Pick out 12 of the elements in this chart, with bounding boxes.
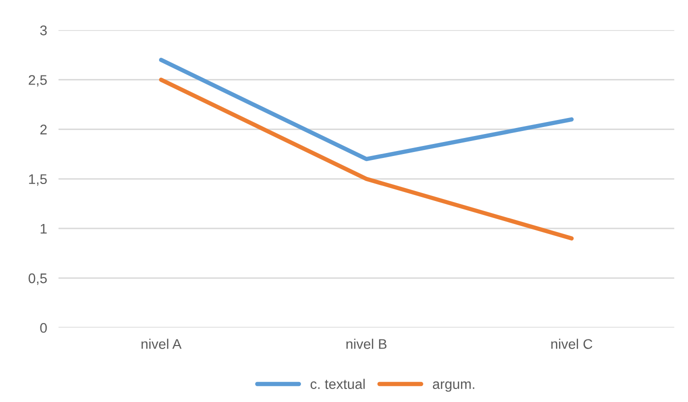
y-tick-label: 1,5 — [29, 174, 47, 186]
y-tick-label: 1 — [40, 224, 47, 234]
y-tick-label: 0,5 — [28, 273, 47, 285]
x-tick-label: nivel B — [346, 338, 386, 349]
legend-label: argum. — [432, 381, 474, 392]
y-tick-label: 0 — [40, 322, 47, 333]
legend-label: c. textual — [310, 378, 365, 390]
x-tick-label: nivel C — [551, 338, 592, 349]
y-tick-label: 3 — [40, 25, 47, 36]
y-tick-label: 2,5 — [28, 75, 47, 87]
x-tick-label: nivel A — [142, 338, 182, 349]
y-tick-label: 2 — [40, 124, 47, 134]
